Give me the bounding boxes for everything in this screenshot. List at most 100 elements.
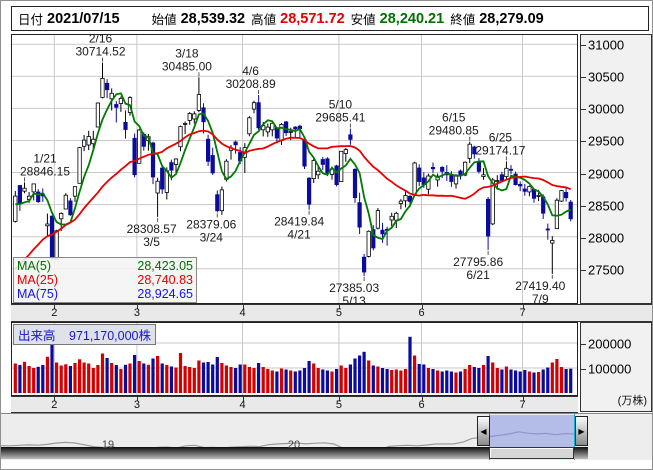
scrollbar-thumb[interactable]: [489, 447, 574, 459]
svg-text:2/16: 2/16: [89, 34, 113, 46]
svg-text:6/21: 6/21: [466, 268, 490, 282]
month-tick: [54, 305, 56, 309]
price-axis-tick: [581, 45, 586, 47]
date-value: 2021/07/15: [47, 10, 120, 27]
month-tick: [522, 397, 524, 401]
volume-axis-tick: [581, 369, 586, 370]
ma75-value: 28,924.65: [137, 287, 193, 301]
svg-text:30485.00: 30485.00: [162, 59, 212, 73]
selection-right-edge[interactable]: [574, 414, 575, 460]
month-axis-volume: 2 3 4 5 6 7: [11, 396, 578, 413]
month-label: 3: [133, 399, 140, 411]
svg-text:28379.06: 28379.06: [186, 217, 236, 231]
svg-text:5/13: 5/13: [342, 294, 366, 304]
month-tick: [522, 305, 524, 309]
month-label: 2: [51, 307, 58, 319]
volume-caption: 出来高: [18, 329, 56, 343]
price-axis-panel: 31000 30500 30000 29500 29000 28500 28000 27500: [580, 34, 652, 304]
svg-text:28419.84: 28419.84: [274, 215, 324, 229]
svg-text:3/18: 3/18: [175, 46, 199, 60]
month-label: 6: [418, 307, 425, 319]
price-axis-tick: [581, 237, 586, 239]
navigator-selection[interactable]: [489, 415, 574, 447]
ma75-label: MA(75): [17, 287, 58, 301]
low-value: 28,240.21: [379, 10, 445, 27]
month-axis-price: 2 3 4 5 6 7: [11, 304, 652, 322]
svg-text:27419.40: 27419.40: [515, 279, 565, 293]
price-axis-tick: [581, 77, 586, 79]
price-axis-label: 30000: [588, 101, 625, 117]
svg-text:6/25: 6/25: [489, 130, 513, 144]
month-label: 4: [239, 307, 246, 319]
price-axis-label: 27500: [588, 262, 625, 278]
volume-label: 出来高 971,170,000株: [13, 324, 157, 345]
ma5-row: MA(5) 28,423.05: [17, 259, 193, 273]
svg-text:28846.15: 28846.15: [20, 164, 70, 178]
low-label: 安値: [350, 13, 376, 27]
right-arrow-icon: ▶: [578, 426, 585, 436]
svg-text:7/9: 7/9: [532, 292, 549, 304]
month-label: 3: [133, 307, 140, 319]
month-label: 6: [418, 399, 425, 411]
volume-axis-panel: (万株) 200000 100000: [580, 322, 652, 412]
svg-text:29174.17: 29174.17: [475, 143, 525, 157]
volume-value: 971,170,000株: [69, 329, 152, 343]
ma25-label: MA(25): [17, 273, 58, 287]
month-tick: [338, 305, 340, 309]
price-axis-label: 28000: [588, 230, 625, 246]
scrollbar-track[interactable]: [1, 447, 588, 459]
month-tick: [421, 397, 423, 401]
high-label: 高値: [251, 13, 277, 27]
month-tick: [242, 305, 244, 309]
month-tick: [242, 397, 244, 401]
ma75-row: MA(75) 28,924.65: [17, 287, 193, 301]
scroll-right-button[interactable]: ▶: [575, 416, 588, 446]
month-label: 5: [335, 399, 342, 411]
svg-text:4/6: 4/6: [242, 64, 259, 78]
year-label: 19: [101, 439, 115, 451]
open-value: 28,539.32: [180, 10, 246, 27]
price-axis-label: 29500: [588, 133, 625, 149]
volume-axis-tick: [581, 344, 586, 345]
svg-text:28308.57: 28308.57: [127, 222, 177, 236]
price-axis-tick: [581, 141, 586, 143]
svg-text:3/24: 3/24: [200, 230, 224, 244]
year-label: 20: [287, 439, 301, 451]
svg-text:1/21: 1/21: [33, 151, 57, 165]
svg-text:6/15: 6/15: [442, 111, 466, 125]
svg-text:30714.52: 30714.52: [75, 45, 125, 59]
close-value: 28,279.09: [479, 10, 544, 27]
svg-text:4/21: 4/21: [287, 228, 311, 242]
volume-axis-label: 100000: [588, 361, 632, 377]
price-axis-tick: [581, 109, 586, 111]
month-tick: [54, 397, 56, 401]
svg-text:27795.86: 27795.86: [453, 255, 503, 269]
svg-text:29685.41: 29685.41: [315, 111, 365, 125]
range-navigator[interactable]: ◀ ▶ 19 20: [1, 413, 652, 460]
close-label: 終値: [450, 13, 476, 27]
volume-axis-label: 200000: [588, 336, 632, 352]
month-tick: [136, 305, 138, 309]
price-axis-tick: [581, 205, 586, 207]
date-label: 日付: [18, 13, 44, 27]
open-label: 始値: [151, 13, 177, 27]
month-label: 4: [239, 399, 246, 411]
price-axis-label: 28500: [588, 198, 625, 214]
price-axis-label: 30500: [588, 69, 625, 85]
price-axis-tick: [581, 173, 586, 175]
volume-chart[interactable]: [11, 322, 578, 396]
month-tick: [421, 305, 423, 309]
ma-legend: MA(5) 28,423.05 MA(25) 28,740.83 MA(75) …: [13, 257, 197, 303]
price-axis-label: 29000: [588, 166, 625, 182]
month-tick: [136, 397, 138, 401]
svg-text:5/10: 5/10: [329, 98, 353, 112]
ma5-label: MA(5): [17, 259, 52, 273]
quote-header: 日付 2021/07/15 始値 28,539.32 高値 28,571.72 …: [11, 6, 649, 31]
month-label: 5: [335, 307, 342, 319]
month-tick: [338, 397, 340, 401]
price-axis-label: 31000: [588, 37, 625, 53]
scroll-left-button[interactable]: ◀: [477, 416, 490, 446]
svg-text:30208.89: 30208.89: [226, 77, 276, 91]
